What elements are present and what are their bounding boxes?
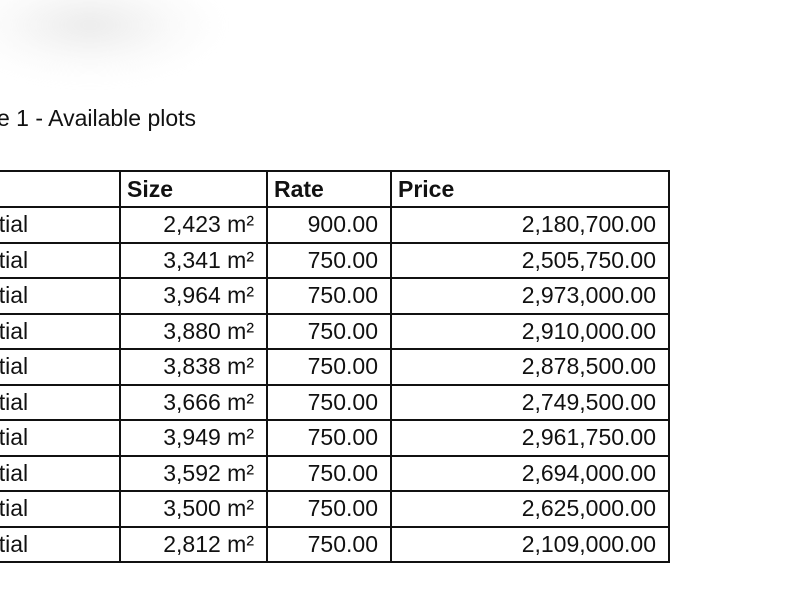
cell-size: 3,666 m² xyxy=(119,383,268,421)
cell-price: 2,109,000.00 xyxy=(390,525,670,563)
cell-size: 3,949 m² xyxy=(119,419,268,457)
cell-size: 3,341 m² xyxy=(119,241,268,279)
cell-size: 3,880 m² xyxy=(119,312,268,350)
background-smudge xyxy=(0,0,220,80)
header-rate: Rate xyxy=(266,170,392,208)
cell-type: lential xyxy=(0,419,121,457)
cell-size: 3,964 m² xyxy=(119,277,268,315)
cell-rate: 750.00 xyxy=(266,454,392,492)
cell-price: 2,180,700.00 xyxy=(390,206,670,244)
cell-rate: 900.00 xyxy=(266,206,392,244)
cell-rate: 750.00 xyxy=(266,312,392,350)
cell-price: 2,961,750.00 xyxy=(390,419,670,457)
cell-size: 2,423 m² xyxy=(119,206,268,244)
cell-price: 2,505,750.00 xyxy=(390,241,670,279)
cell-price: 2,625,000.00 xyxy=(390,490,670,528)
cell-type: lential xyxy=(0,490,121,528)
header-price: Price xyxy=(390,170,670,208)
table-header-row: Size Rate Price xyxy=(0,170,670,208)
cell-price: 2,910,000.00 xyxy=(390,312,670,350)
cell-rate: 750.00 xyxy=(266,419,392,457)
cell-rate: 750.00 xyxy=(266,525,392,563)
cell-price: 2,973,000.00 xyxy=(390,277,670,315)
available-plots-table: Size Rate Price lential2,423 m²900.002,1… xyxy=(0,170,670,563)
cell-type: lential xyxy=(0,241,121,279)
cell-price: 2,749,500.00 xyxy=(390,383,670,421)
cell-price: 2,694,000.00 xyxy=(390,454,670,492)
cell-rate: 750.00 xyxy=(266,348,392,386)
table-caption: e 1 - Available plots xyxy=(0,105,197,131)
cell-size: 3,592 m² xyxy=(119,454,268,492)
header-size: Size xyxy=(119,170,268,208)
cell-size: 3,500 m² xyxy=(119,490,268,528)
cell-rate: 750.00 xyxy=(266,383,392,421)
cell-rate: 750.00 xyxy=(266,277,392,315)
cell-size: 3,838 m² xyxy=(119,348,268,386)
cell-type: lential xyxy=(0,312,121,350)
cell-rate: 750.00 xyxy=(266,241,392,279)
cell-type: lential xyxy=(0,206,121,244)
cell-rate: 750.00 xyxy=(266,490,392,528)
cell-size: 2,812 m² xyxy=(119,525,268,563)
cell-type: lential xyxy=(0,348,121,386)
plots-table-container: Size Rate Price lential2,423 m²900.002,1… xyxy=(0,170,670,563)
cell-type: lential xyxy=(0,277,121,315)
header-type xyxy=(0,170,121,208)
cell-type: lential xyxy=(0,454,121,492)
cell-type: lential xyxy=(0,383,121,421)
cell-type: lential xyxy=(0,525,121,563)
cell-price: 2,878,500.00 xyxy=(390,348,670,386)
